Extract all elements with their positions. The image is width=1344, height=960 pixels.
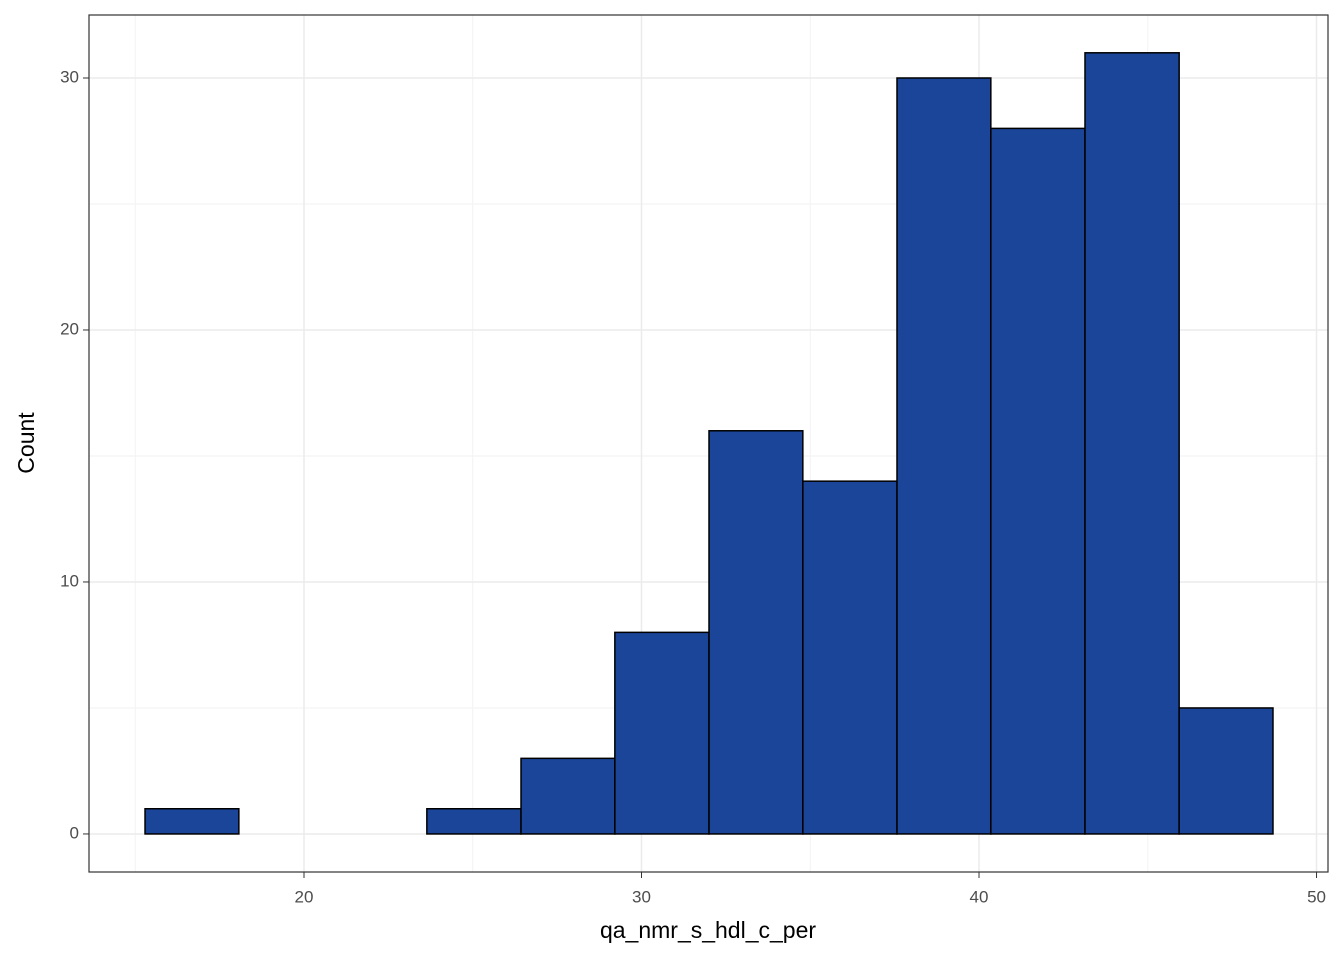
y-tick-label: 0	[70, 823, 79, 842]
y-tick-label: 10	[60, 571, 79, 590]
y-axis-title: Count	[13, 412, 39, 474]
bar	[520, 757, 616, 835]
bar	[896, 77, 992, 835]
x-axis-title: qa_nmr_s_hdl_c_per	[600, 917, 816, 943]
bar	[144, 808, 240, 835]
bar	[614, 631, 710, 835]
bar	[1084, 52, 1180, 835]
x-tick-label: 50	[1307, 887, 1326, 906]
bar	[1178, 707, 1274, 835]
bar	[802, 480, 898, 835]
x-tick-label: 30	[632, 887, 651, 906]
bar	[426, 808, 522, 835]
x-tick-label: 20	[295, 887, 314, 906]
y-tick-label: 20	[60, 319, 79, 338]
bar	[990, 127, 1086, 835]
bar	[708, 430, 804, 835]
y-tick-label: 30	[60, 67, 79, 86]
panel-border	[88, 14, 1329, 873]
x-tick-label: 40	[970, 887, 989, 906]
